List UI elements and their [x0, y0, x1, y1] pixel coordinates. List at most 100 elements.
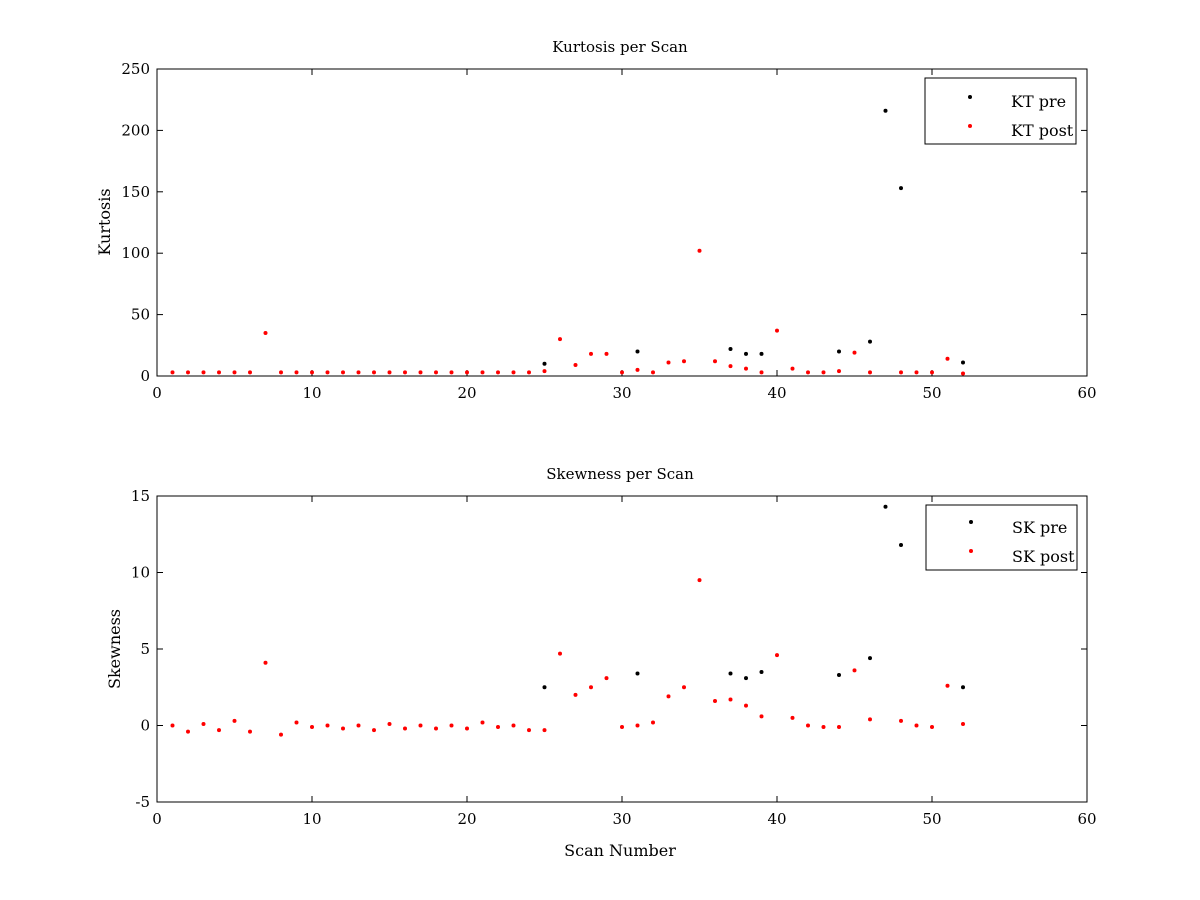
legend-box: [924, 77, 1077, 145]
legend-label-sk-post: SK post: [1012, 547, 1075, 566]
x-tick-label: 30: [612, 384, 631, 402]
point-kt-post: [589, 351, 593, 356]
point-sk-post: [434, 726, 438, 731]
axis-ticks: 0 10 20 30 40 50 60 0 50 100 150 200 250: [121, 60, 1096, 402]
legend-label-kt-pre: KT pre: [1011, 92, 1066, 111]
point-kt-post: [403, 370, 407, 375]
point-kt-post: [852, 350, 857, 355]
point-kt-post: [511, 370, 516, 375]
legend-marker-sk-post: [969, 549, 973, 553]
point-kt-post: [341, 370, 345, 375]
point-kt-post: [232, 370, 237, 375]
point-sk-post: [465, 726, 469, 731]
point-sk-post: [790, 715, 795, 720]
kurtosis-subplot: Kurtosis per Scan Kurtosis 0 10 20 30 40 50 60…: [95, 38, 1097, 402]
y-tick-label: 200: [121, 121, 150, 139]
point-sk-post: [310, 725, 314, 730]
point-kt-post: [170, 370, 175, 375]
point-kt-post: [666, 360, 671, 365]
point-kt-post: [356, 370, 361, 375]
x-tick-label: 40: [767, 810, 786, 828]
point-kt-post: [837, 369, 841, 374]
x-tick-label: 40: [767, 384, 786, 402]
point-sk-post: [186, 729, 190, 734]
point-sk-post: [899, 718, 903, 723]
y-tick-label: -5: [135, 793, 150, 811]
point-kt-post: [434, 370, 438, 375]
legend: KT pre KT post: [924, 77, 1077, 145]
point-kt-post: [821, 370, 826, 375]
point-kt-post: [480, 370, 485, 375]
point-kt-post: [248, 370, 252, 375]
x-axis-label: Scan Number: [564, 841, 676, 860]
point-kt-post: [635, 367, 640, 372]
x-tick-label: 60: [1077, 384, 1096, 402]
point-kt-post: [465, 370, 469, 375]
y-tick-label: 100: [121, 244, 150, 262]
point-sk-pre: [899, 542, 903, 547]
x-tick-label: 10: [302, 384, 321, 402]
point-kt-post: [697, 248, 702, 253]
point-kt-post: [527, 370, 531, 375]
point-kt-post: [387, 370, 392, 375]
point-sk-post: [372, 728, 376, 733]
point-sk-post: [604, 676, 609, 681]
point-sk-post: [480, 720, 485, 725]
x-tick-label: 20: [457, 384, 476, 402]
point-kt-post: [651, 370, 655, 375]
point-sk-post: [403, 726, 407, 731]
point-kt-post: [744, 366, 748, 371]
point-kt-post: [790, 366, 795, 371]
point-kt-post: [217, 370, 221, 375]
point-sk-pre: [635, 671, 640, 676]
point-sk-pre: [961, 685, 965, 690]
x-tick-label: 30: [612, 810, 631, 828]
point-sk-post: [682, 685, 686, 690]
legend: SK pre SK post: [925, 504, 1078, 571]
y-tick-label: 15: [131, 487, 150, 505]
point-kt-post: [868, 370, 872, 375]
point-sk-post: [558, 651, 562, 656]
point-kt-pre: [961, 360, 965, 365]
point-kt-post: [310, 370, 314, 375]
point-sk-pre: [744, 676, 748, 681]
point-sk-post: [945, 683, 950, 688]
y-tick-label: 10: [131, 564, 150, 582]
point-sk-post: [418, 723, 423, 728]
point-kt-post: [201, 370, 206, 375]
point-kt-post: [759, 370, 764, 375]
y-tick-label: 0: [140, 717, 150, 735]
point-sk-post: [527, 728, 531, 733]
point-kt-post: [945, 356, 950, 361]
legend-label-sk-pre: SK pre: [1012, 518, 1067, 537]
y-tick-label: 150: [121, 183, 150, 201]
x-tick-label: 0: [152, 810, 162, 828]
point-sk-post: [620, 725, 624, 730]
point-sk-post: [387, 721, 392, 726]
point-sk-post: [496, 725, 500, 730]
x-tick-label: 20: [457, 810, 476, 828]
chart-title: Kurtosis per Scan: [552, 38, 688, 56]
point-kt-post: [496, 370, 500, 375]
x-tick-label: 50: [922, 810, 941, 828]
point-sk-post: [341, 726, 345, 731]
point-kt-pre: [728, 346, 733, 351]
legend-marker-kt-pre: [968, 95, 972, 99]
point-kt-post: [620, 370, 624, 375]
y-tick-label: 5: [140, 640, 150, 658]
point-kt-post: [604, 351, 609, 356]
point-sk-post: [232, 718, 237, 723]
point-sk-pre: [759, 669, 764, 674]
point-sk-post: [279, 732, 283, 737]
point-kt-pre: [899, 186, 903, 191]
point-sk-post: [573, 692, 578, 697]
point-sk-post: [635, 723, 640, 728]
point-sk-post: [775, 653, 779, 658]
point-sk-pre: [837, 673, 841, 678]
point-kt-post: [930, 370, 934, 375]
point-sk-post: [589, 685, 593, 690]
point-kt-post: [186, 370, 190, 375]
y-tick-label: 250: [121, 60, 150, 78]
